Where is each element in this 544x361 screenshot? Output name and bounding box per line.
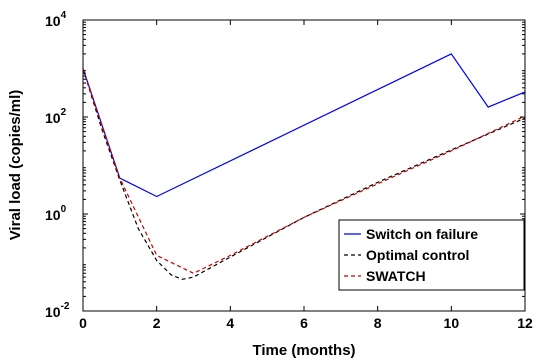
y-axis-ticks: 10-2 100 102 104	[45, 10, 525, 320]
series-line-optimal-control	[82, 68, 526, 280]
legend-label-switch-on-failure: Switch on failure	[366, 226, 478, 242]
x-tick-label: 0	[79, 315, 87, 331]
x-tick-label: 4	[226, 315, 234, 331]
y-tick-label: 104	[45, 10, 67, 29]
legend-label-optimal-control: Optimal control	[366, 247, 469, 263]
y-tick-label: 102	[45, 107, 67, 126]
x-tick-label: 8	[374, 315, 382, 331]
legend: Switch on failure Optimal control SWATCH	[338, 219, 525, 291]
x-axis-title: Time (months)	[252, 342, 355, 359]
x-tick-label: 10	[444, 315, 460, 331]
y-tick-label: 100	[45, 204, 67, 223]
series-layer	[82, 53, 526, 280]
x-tick-label: 6	[300, 315, 308, 331]
legend-box	[338, 219, 525, 291]
x-axis-ticks: 0 2 4 6 8 10 12	[79, 20, 533, 331]
y-axis-title: Viral load (copies/ml)	[7, 90, 24, 241]
legend-label-swatch: SWATCH	[366, 268, 426, 284]
x-tick-label: 12	[517, 315, 533, 331]
y-tick-label: 10-2	[45, 301, 70, 320]
series-line-switch-on-failure	[82, 53, 526, 198]
x-tick-label: 2	[153, 315, 161, 331]
series-line-swatch	[82, 68, 526, 274]
